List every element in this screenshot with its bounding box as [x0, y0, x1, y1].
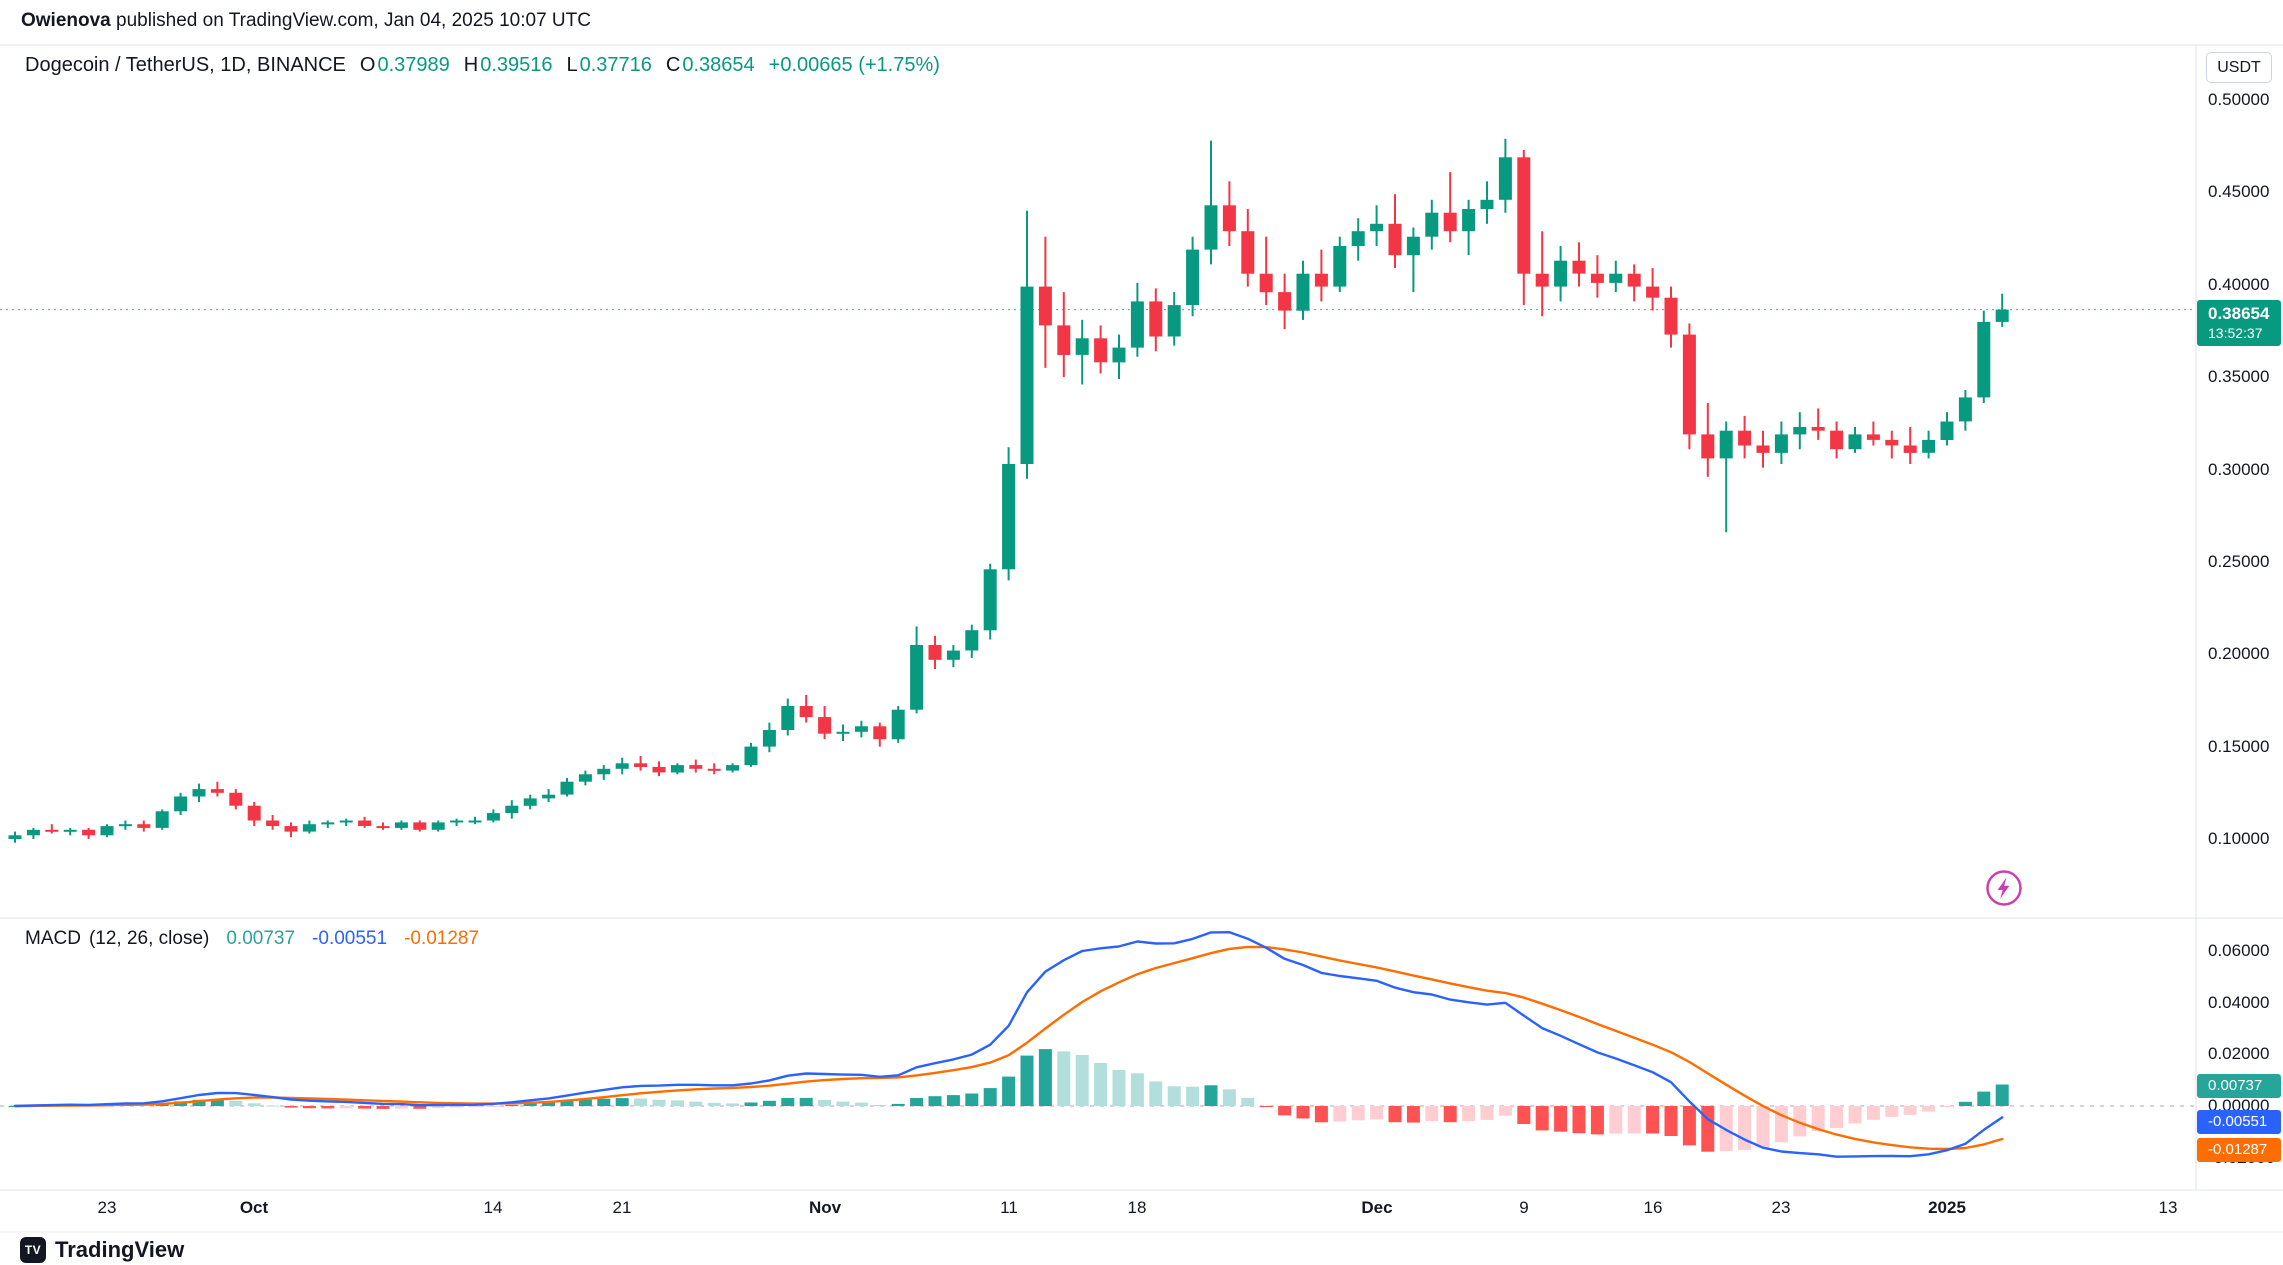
axis-tick: 0.45000: [2208, 182, 2270, 201]
time-tick: 23: [1771, 1198, 1791, 1217]
time-tick: 11: [1000, 1198, 1018, 1217]
macd-line-badge: -0.00551: [2197, 1110, 2281, 1134]
ohlc-letter: H: [463, 54, 479, 76]
time-tick: Oct: [239, 1198, 269, 1217]
ohlc-values: O 0.37989 H 0.39516 L 0.37716 C 0.38654: [346, 54, 755, 76]
macd-signal-badge: -0.01287: [2197, 1138, 2281, 1162]
time-tick: 16: [1643, 1198, 1663, 1217]
axis-tick: 0.35000: [2208, 367, 2270, 386]
last-price-badge: 0.38654 13:52:37: [2197, 300, 2281, 346]
attribution-author: Owienova: [21, 10, 111, 31]
axis-tick: 0.10000: [2208, 829, 2270, 848]
time-tick: 18: [1127, 1198, 1147, 1217]
macd-histogram-badge: 0.00737: [2197, 1074, 2281, 1098]
macd-legend: MACD (12, 26, close) 0.00737 -0.00551 -0.012…: [25, 928, 479, 950]
macd-legend-value: 0.00737: [226, 928, 296, 949]
time-tick: 13: [2158, 1198, 2178, 1217]
axis-tick: 0.20000: [2208, 644, 2270, 663]
macd-legend-values: 0.00737 -0.00551 -0.01287: [209, 928, 479, 949]
axis-tick: 0.15000: [2208, 737, 2270, 756]
axis-tick: 0.30000: [2208, 460, 2270, 479]
tradingview-logo[interactable]: TV TradingView: [20, 1237, 184, 1263]
ohlc-letter: C: [665, 54, 681, 76]
ohlc-value: 0.39516: [480, 54, 553, 76]
attribution-bar: Owienova published on TradingView.com, J…: [21, 10, 591, 32]
tradingview-logo-text: TradingView: [55, 1237, 185, 1262]
lightning-icon[interactable]: [1985, 869, 2023, 907]
axis-tick: 0.04000: [2208, 993, 2270, 1012]
time-tick: Dec: [1361, 1198, 1393, 1217]
bar-countdown: 13:52:37: [2208, 325, 2263, 341]
tradingview-logo-icon: TV: [20, 1237, 46, 1263]
axis-tick: 0.06000: [2208, 941, 2270, 960]
axis-tick: 0.40000: [2208, 275, 2270, 294]
attribution-text: published on TradingView.com, Jan 04, 20…: [110, 10, 591, 31]
time-tick: 21: [612, 1198, 632, 1217]
macd-title[interactable]: MACD: [25, 928, 81, 949]
symbol-legend: Dogecoin / TetherUS, 1D, BINANCE O 0.37989…: [25, 54, 940, 77]
ohlc-letter: O: [359, 54, 376, 76]
time-tick: 9: [1519, 1198, 1529, 1217]
time-tick: 23: [97, 1198, 117, 1217]
ohlc-value: 0.37716: [579, 54, 652, 76]
last-price: 0.38654: [2208, 304, 2270, 323]
ohlc-value: 0.37989: [377, 54, 450, 76]
macd-legend-value: -0.00551: [312, 928, 388, 949]
axis-tick: 0.25000: [2208, 552, 2270, 571]
ohlc-letter: L: [566, 54, 578, 76]
ohlc-value: 0.38654: [682, 54, 755, 76]
axis-tick: 0.50000: [2208, 90, 2270, 109]
time-tick: 2025: [1928, 1198, 1966, 1217]
time-tick: 14: [483, 1198, 503, 1217]
macd-params: (12, 26, close): [88, 928, 210, 949]
axis-tick: 0.02000: [2208, 1044, 2270, 1063]
macd-legend-value: -0.01287: [404, 928, 480, 949]
change-value: +0.00665 (+1.75%): [768, 54, 940, 76]
currency-chip[interactable]: USDT: [2206, 52, 2272, 83]
symbol-title[interactable]: Dogecoin / TetherUS, 1D, BINANCE: [25, 54, 346, 76]
time-tick: Nov: [808, 1198, 842, 1217]
